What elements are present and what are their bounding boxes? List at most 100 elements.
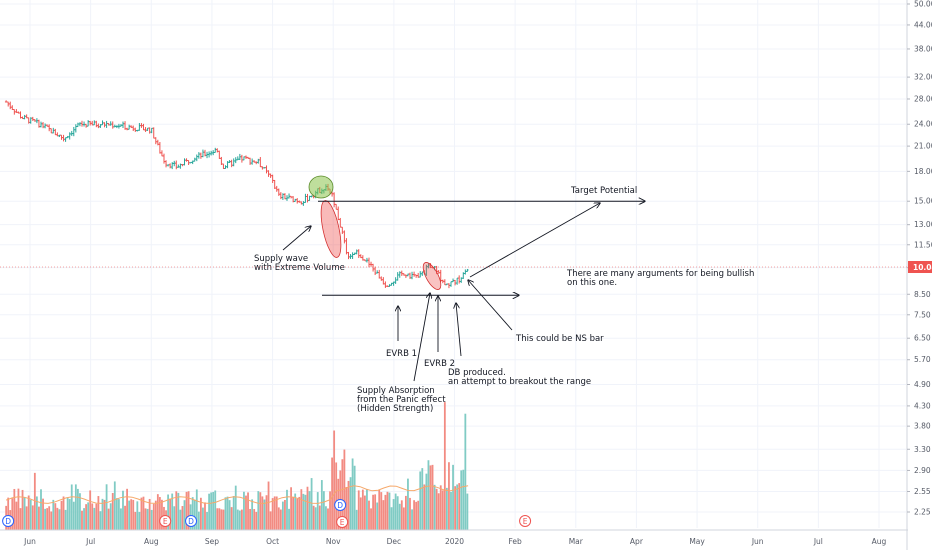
time-tick-label: Jun bbox=[23, 537, 36, 546]
evrb2-label: EVRB 2 bbox=[424, 359, 455, 369]
volume-bar bbox=[374, 494, 377, 530]
volume-bar bbox=[33, 472, 36, 530]
volume-bar bbox=[11, 498, 14, 530]
volume-bar bbox=[103, 499, 106, 530]
volume-bar bbox=[286, 489, 288, 530]
volume-bar bbox=[415, 501, 418, 530]
price-tick-label: 15.00 bbox=[914, 197, 932, 206]
volume-bar bbox=[195, 489, 198, 530]
volume-bar bbox=[167, 494, 169, 530]
volume-bar bbox=[318, 505, 321, 530]
db-produced-arrow bbox=[456, 303, 462, 357]
volume-bar bbox=[234, 485, 237, 530]
volume-bar bbox=[425, 473, 428, 530]
volume-bar bbox=[76, 488, 79, 530]
volume-bar bbox=[93, 507, 96, 530]
volume-bar bbox=[85, 504, 87, 530]
volume-bar bbox=[109, 503, 112, 530]
volume-bar bbox=[296, 498, 299, 530]
volume-bar bbox=[15, 501, 18, 530]
volume-bar bbox=[376, 502, 379, 530]
buying-climax-ellipse bbox=[308, 175, 334, 199]
volume-bar bbox=[140, 497, 143, 530]
volume-bar bbox=[120, 508, 122, 530]
volume-bar bbox=[113, 481, 116, 530]
volume-bar bbox=[335, 462, 338, 530]
volume-bar bbox=[294, 493, 297, 530]
volume-bar bbox=[386, 491, 389, 530]
volume-bar bbox=[40, 489, 42, 530]
volume-bar bbox=[144, 508, 147, 530]
volume-bar bbox=[439, 485, 442, 530]
volume-bar bbox=[265, 495, 268, 530]
volume-bar bbox=[448, 462, 450, 530]
time-tick-label: Oct bbox=[266, 537, 279, 546]
volume-bar bbox=[72, 501, 75, 530]
volume-bar bbox=[413, 500, 415, 530]
volume-bar bbox=[290, 487, 292, 530]
evrb1-label-line: EVRB 1 bbox=[386, 349, 417, 359]
volume-bar bbox=[44, 508, 46, 530]
volume-bar bbox=[107, 508, 110, 530]
volume-bar bbox=[349, 477, 352, 530]
price-tick-label: 8.50 bbox=[914, 290, 931, 299]
event-dividend-label: D bbox=[188, 517, 194, 526]
volume-bar bbox=[402, 507, 405, 530]
volume-bar bbox=[62, 496, 65, 530]
time-tick-label: Feb bbox=[509, 537, 523, 546]
volume-bar bbox=[269, 511, 272, 530]
volume-bar bbox=[355, 509, 358, 530]
absorption-arrow bbox=[413, 293, 430, 382]
volume-bar bbox=[464, 413, 467, 530]
volume-bar bbox=[372, 494, 374, 530]
volume-bar bbox=[31, 505, 34, 530]
volume-bar bbox=[441, 490, 444, 530]
evrb2-label-line: EVRB 2 bbox=[424, 359, 455, 369]
volume-bar bbox=[206, 511, 208, 530]
volume-bar bbox=[175, 491, 178, 530]
volume-bar bbox=[13, 488, 16, 530]
volume-bar bbox=[314, 507, 317, 530]
volume-bar bbox=[238, 510, 241, 530]
volume-bar bbox=[216, 508, 219, 530]
volume-bar bbox=[117, 499, 120, 530]
volume-bar bbox=[331, 457, 333, 530]
volume-bar bbox=[255, 511, 258, 530]
volume-bar bbox=[171, 493, 174, 530]
volume-bar bbox=[130, 499, 133, 530]
volume-bar bbox=[46, 508, 49, 530]
event-earnings-marker bbox=[519, 515, 532, 527]
volume-bar bbox=[370, 508, 372, 530]
volume-bar bbox=[368, 500, 370, 530]
price-tick-label: 2.90 bbox=[914, 466, 931, 475]
db-produced-label-line: an attempt to breakout the range bbox=[448, 377, 591, 387]
volume-bar bbox=[396, 496, 399, 530]
volume-bar bbox=[433, 484, 436, 530]
time-tick-label: Mar bbox=[569, 537, 584, 546]
volume-bar bbox=[443, 402, 446, 530]
volume-bar bbox=[277, 507, 280, 530]
volume-bar bbox=[156, 494, 159, 530]
volume-bar bbox=[126, 488, 128, 530]
volume-bar bbox=[345, 486, 348, 530]
supply-absorption-label-line: from the Panic effect bbox=[357, 395, 446, 405]
volume-bar bbox=[228, 500, 231, 530]
time-tick-label: Aug bbox=[872, 537, 887, 546]
volume-bar bbox=[458, 483, 461, 530]
volume-bar bbox=[353, 465, 356, 530]
volume-bar bbox=[181, 506, 184, 530]
target-arrow bbox=[469, 203, 600, 278]
volume-bar bbox=[124, 505, 126, 530]
volume-bar bbox=[83, 508, 85, 530]
time-tick-label: Jun bbox=[751, 537, 764, 546]
volume-bar bbox=[42, 498, 44, 530]
volume-bar bbox=[359, 497, 362, 530]
price-tick-label: 38.00 bbox=[914, 44, 932, 53]
price-tick-label: 5.70 bbox=[914, 355, 931, 364]
volume-bar bbox=[312, 505, 315, 530]
price-tick-label: 32.00 bbox=[914, 73, 932, 82]
bullish-args-label-line: There are many arguments for being bulli… bbox=[566, 269, 754, 279]
volume-bar bbox=[148, 498, 151, 530]
volume-bar bbox=[208, 493, 210, 530]
volume-bar bbox=[343, 449, 346, 530]
